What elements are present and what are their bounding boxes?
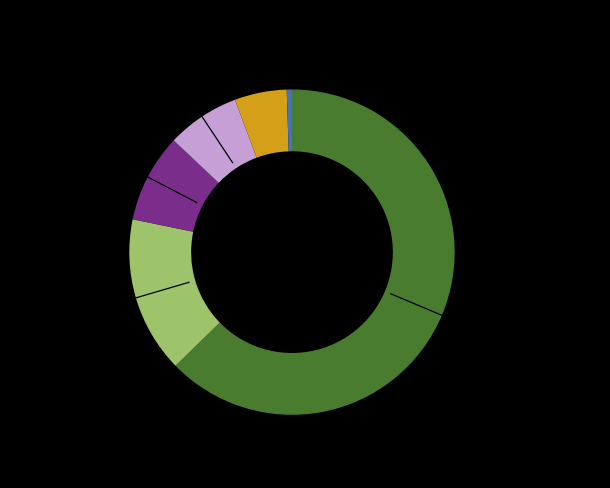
Wedge shape xyxy=(235,90,289,158)
Wedge shape xyxy=(133,141,218,232)
Wedge shape xyxy=(129,219,220,366)
Wedge shape xyxy=(174,100,257,183)
Wedge shape xyxy=(287,89,292,151)
Wedge shape xyxy=(176,89,454,415)
